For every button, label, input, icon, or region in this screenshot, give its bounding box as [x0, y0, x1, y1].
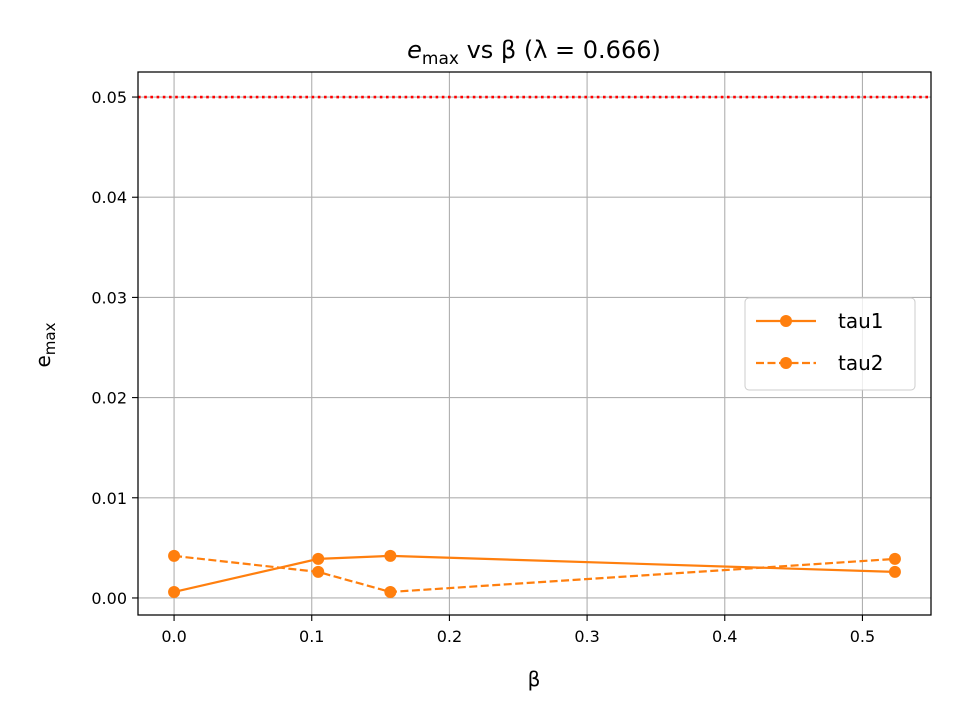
data-point-tau1 — [312, 552, 325, 565]
y-tick-label: 0.03 — [91, 288, 127, 307]
y-tick-label: 0.01 — [91, 489, 127, 508]
x-tick-label: 0.0 — [161, 627, 186, 646]
y-tick-label: 0.04 — [91, 188, 127, 207]
y-axis-ticks: 0.00 0.01 0.02 0.03 0.04 0.05 — [91, 88, 138, 608]
data-point-tau2 — [312, 565, 325, 578]
data-point-tau2 — [888, 552, 901, 565]
x-tick-label: 0.5 — [850, 627, 875, 646]
legend-marker-tau2 — [780, 357, 792, 369]
data-point-tau2 — [384, 585, 397, 598]
chart-title: emax vs β (λ = 0.666) — [407, 36, 661, 69]
y-label-variable: e — [31, 355, 55, 367]
data-point-tau1 — [888, 565, 901, 578]
title-variable: e — [407, 36, 422, 64]
y-axis-label: emax — [31, 322, 59, 367]
series-line-tau1 — [173, 554, 895, 594]
x-tick-label: 0.3 — [574, 627, 599, 646]
x-axis-label: β — [528, 667, 541, 691]
series-line-tau2 — [173, 554, 896, 594]
series-layer — [168, 549, 901, 598]
y-tick-label: 0.02 — [91, 389, 127, 408]
y-tick-label: 0.05 — [91, 88, 127, 107]
x-tick-label: 0.1 — [299, 627, 324, 646]
legend: tau1 tau2 — [744, 297, 916, 391]
legend-frame — [744, 297, 916, 391]
y-label-subscript: max — [41, 322, 59, 355]
data-point-tau1 — [168, 585, 181, 598]
plot-frame — [137, 71, 932, 616]
x-axis-ticks: 0.0 0.1 0.2 0.3 0.4 0.5 — [161, 615, 875, 646]
legend-label-tau2: tau2 — [838, 351, 884, 375]
x-tick-label: 0.4 — [712, 627, 737, 646]
data-point-tau1 — [384, 549, 397, 562]
title-rest: vs β (λ = 0.666) — [459, 36, 661, 64]
x-tick-label: 0.2 — [437, 627, 462, 646]
y-tick-label: 0.00 — [91, 589, 127, 608]
legend-label-tau1: tau1 — [838, 309, 884, 333]
grid — [138, 72, 931, 615]
data-point-tau2 — [168, 549, 181, 562]
legend-marker-tau1 — [780, 315, 792, 327]
title-subscript: max — [422, 49, 459, 69]
